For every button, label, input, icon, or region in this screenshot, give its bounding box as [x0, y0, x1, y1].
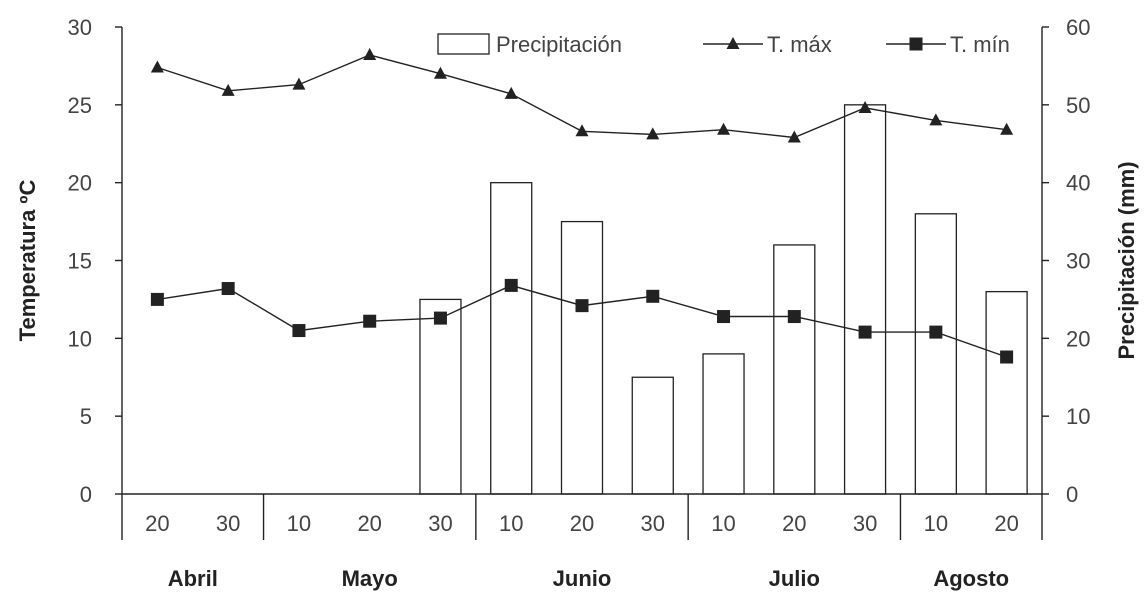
- tmax-marker: [858, 100, 872, 113]
- tmax-marker: [929, 113, 943, 126]
- tmin-marker: [929, 325, 943, 339]
- precipitation-bar: [914, 213, 957, 495]
- y-right-tick-label: 20: [1066, 326, 1090, 351]
- tmin-marker: [221, 282, 235, 296]
- y-right-tick-label: 0: [1066, 482, 1078, 507]
- tmax-marker: [363, 48, 377, 61]
- x-tick-label: 30: [216, 511, 240, 536]
- y-right-tick-label: 60: [1066, 15, 1090, 40]
- legend-tmax-marker: [726, 37, 740, 49]
- tmin-marker: [787, 310, 801, 324]
- axes: 0 5 10 15 20 25 30 0 10 20 30 40 50 60 20 30 10 20 30 10 20 3…: [68, 15, 1091, 591]
- y-right-tick-label: 50: [1066, 93, 1090, 118]
- legend-tmin-label: T. mín: [950, 32, 1010, 57]
- y-right-tick-label: 40: [1066, 171, 1090, 196]
- precipitation-bar: [985, 290, 1028, 495]
- precipitation-bar: [490, 182, 533, 495]
- x-tick-label: 10: [287, 511, 311, 536]
- tmin-marker: [858, 325, 872, 339]
- temperature-lines: [150, 48, 1014, 364]
- tmin-marker: [433, 311, 447, 325]
- tmax-marker: [221, 83, 235, 96]
- y-left-tick-label: 25: [68, 93, 92, 118]
- legend: Precipitación T. máx T. mín: [437, 32, 1010, 57]
- x-tick-label: 20: [570, 511, 594, 536]
- x-tick-label: 10: [924, 511, 948, 536]
- x-tick-label: 30: [641, 511, 665, 536]
- legend-precipitation-swatch: [437, 33, 490, 55]
- x-tick-label: 20: [145, 511, 169, 536]
- tmin-marker: [504, 278, 518, 292]
- x-tick-label: 20: [357, 511, 381, 536]
- tmin-marker: [575, 299, 589, 313]
- legend-tmax-label: T. máx: [767, 32, 832, 57]
- precipitation-bar: [419, 298, 462, 495]
- month-label: Junio: [553, 566, 612, 591]
- y-right-tick-label: 30: [1066, 249, 1090, 274]
- y-left-tick-label: 10: [68, 326, 92, 351]
- precipitation-bar: [702, 353, 745, 495]
- x-tick-label: 20: [994, 511, 1018, 536]
- y-left-tick-label: 5: [80, 404, 92, 429]
- x-tick-label: 10: [499, 511, 523, 536]
- precipitation-bar: [773, 244, 816, 495]
- tmax-marker: [575, 124, 589, 137]
- tmin-marker: [150, 292, 164, 306]
- x-tick-label: 10: [711, 511, 735, 536]
- tmax-marker: [717, 122, 731, 135]
- tmin-marker: [363, 314, 377, 328]
- month-label: Agosto: [933, 566, 1009, 591]
- tmax-marker: [646, 127, 660, 140]
- y-right-tick-label: 10: [1066, 404, 1090, 429]
- month-label: Julio: [769, 566, 820, 591]
- x-tick-label: 30: [428, 511, 452, 536]
- y-left-tick-label: 30: [68, 15, 92, 40]
- legend-tmin-marker: [909, 37, 923, 51]
- tmax-marker: [787, 130, 801, 143]
- tmin-marker: [646, 289, 660, 303]
- precipitation-bar: [631, 376, 674, 495]
- y-left-tick-label: 20: [68, 171, 92, 196]
- tmax-marker: [150, 60, 164, 73]
- y-left-tick-label: 15: [68, 249, 92, 274]
- month-label: Abril: [168, 566, 218, 591]
- month-label: Mayo: [342, 566, 398, 591]
- precipitation-bars: [419, 104, 1028, 495]
- tmax-marker: [433, 66, 447, 79]
- y-left-tick-label: 0: [80, 482, 92, 507]
- y-axis-left-title: Temperatura ºC: [15, 180, 40, 342]
- tmax-marker: [504, 86, 518, 99]
- legend-precipitation-label: Precipitación: [496, 32, 622, 57]
- tmin-marker: [292, 324, 306, 338]
- precipitation-bar: [560, 220, 604, 495]
- x-tick-label: 20: [782, 511, 806, 536]
- x-tick-label: 30: [853, 511, 877, 536]
- y-axis-right-title: Precipitación (mm): [1114, 161, 1139, 359]
- tmin-marker: [1000, 350, 1014, 364]
- tmin-marker: [717, 310, 731, 324]
- precipitation-bar: [843, 104, 887, 495]
- tmax-marker: [1000, 122, 1014, 135]
- tmax-marker: [292, 77, 306, 90]
